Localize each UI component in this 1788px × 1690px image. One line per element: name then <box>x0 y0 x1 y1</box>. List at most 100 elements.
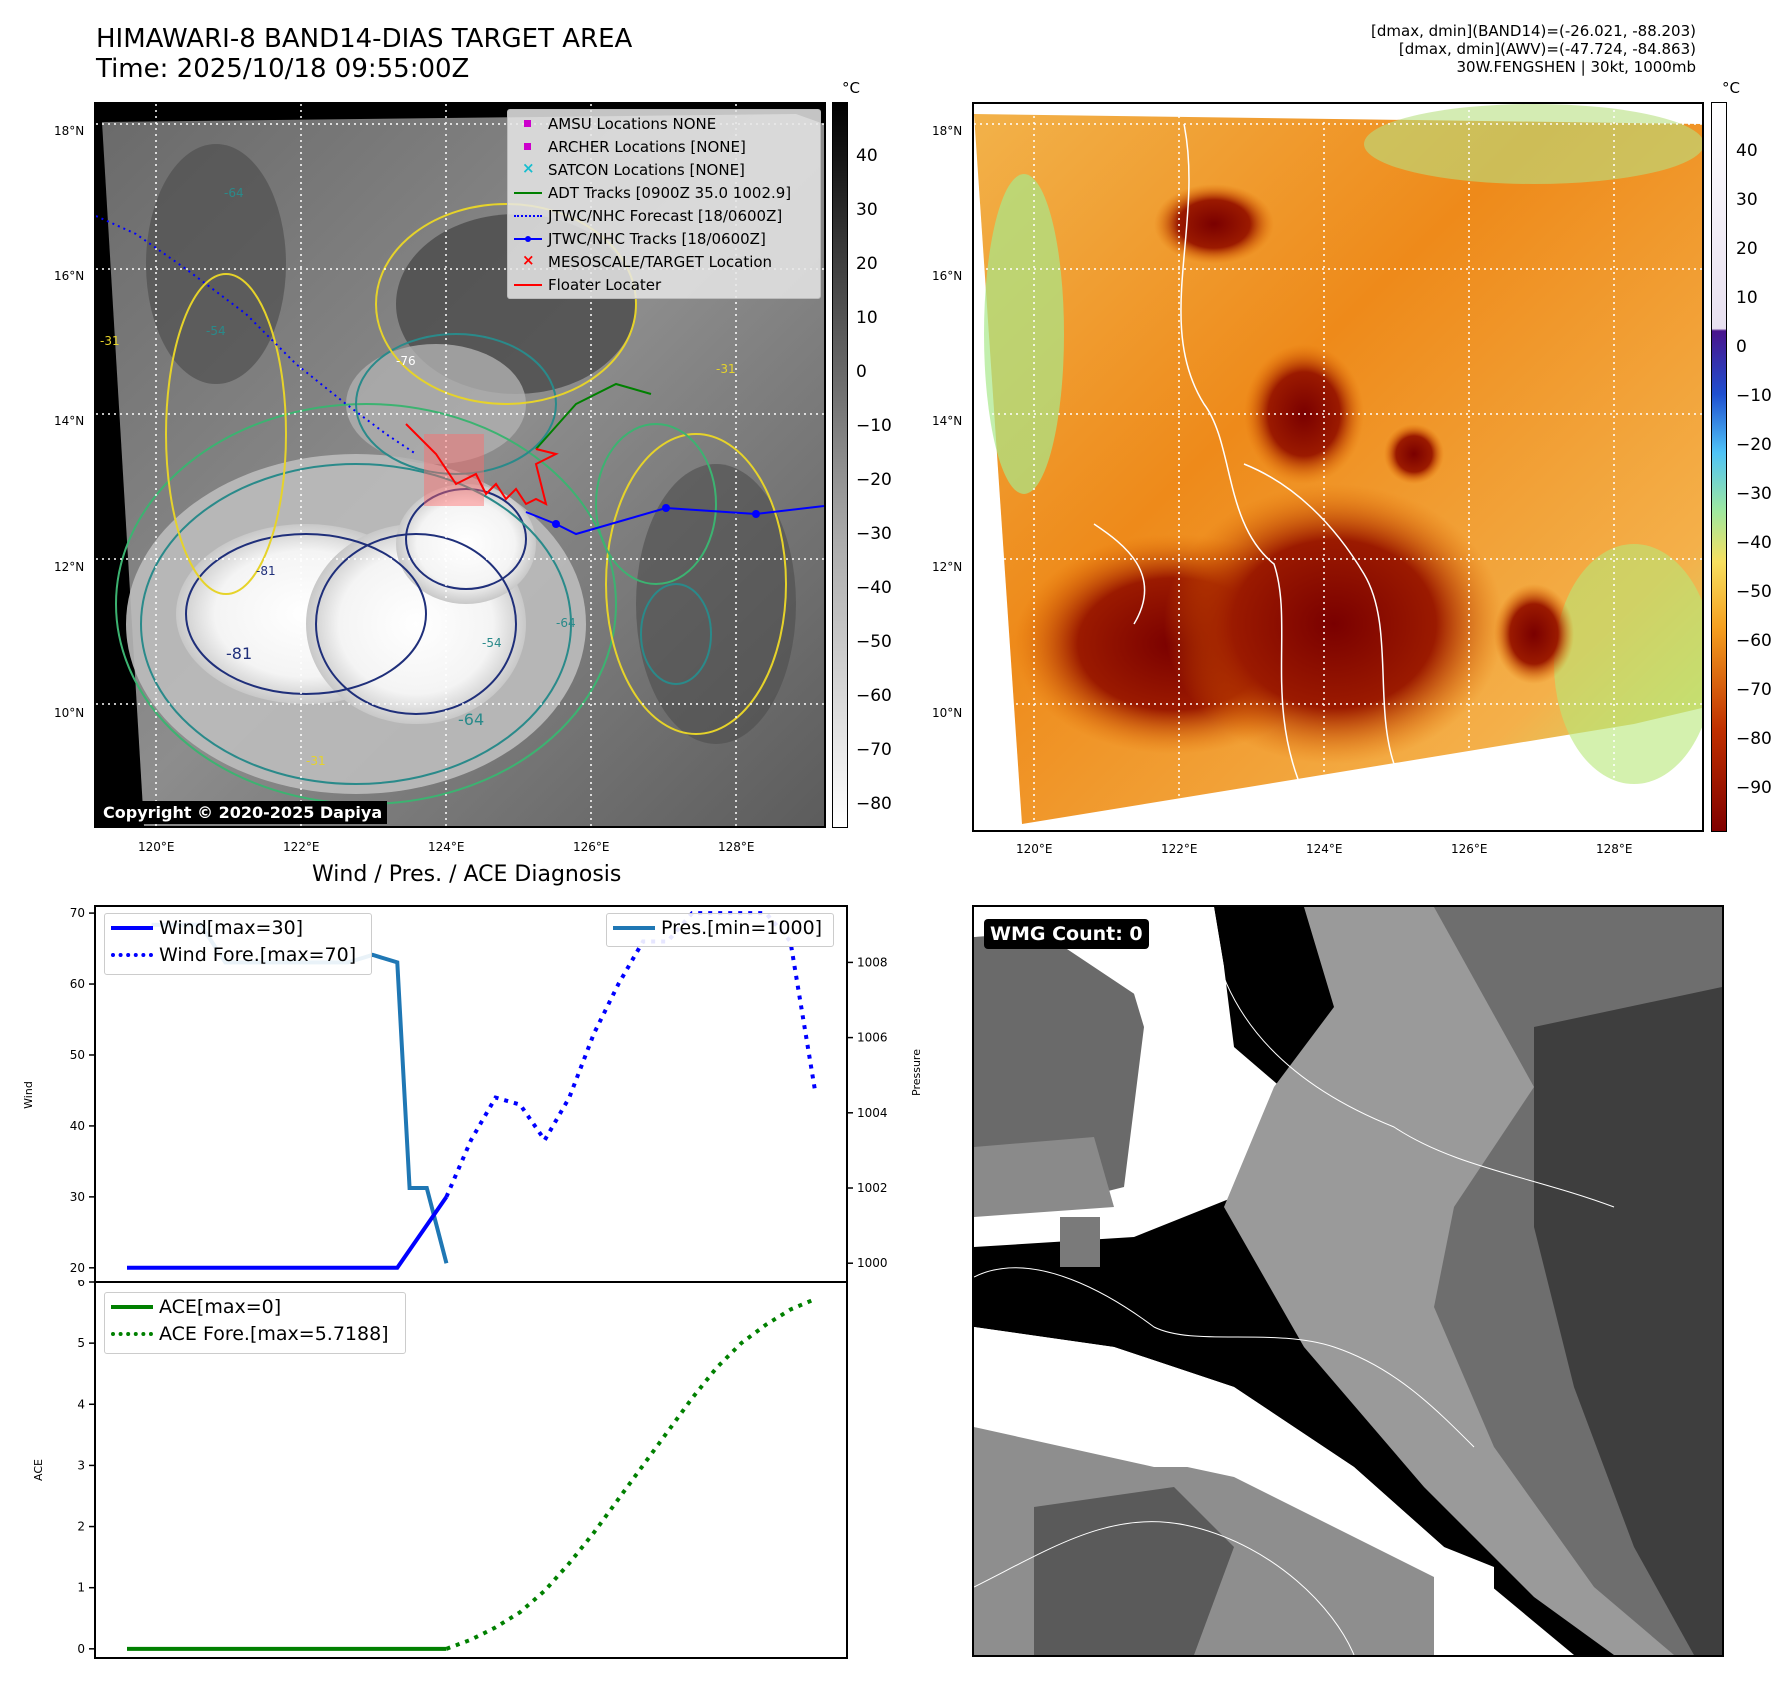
ace-legend: ACE[max=0] ACE Fore.[max=5.7188] <box>104 1292 406 1354</box>
legend-label: JTWC/NHC Tracks [18/0600Z] <box>548 229 766 248</box>
y-right-tick-label: 1002 <box>857 1181 888 1195</box>
lon-label: 124°E <box>1306 842 1343 856</box>
contour-label: -76 <box>396 354 416 368</box>
lon-label: 128°E <box>718 840 755 854</box>
colorbar-tick: −70 <box>856 740 892 760</box>
lat-label: 14°N <box>932 414 963 428</box>
y-right-tick-label: 1000 <box>857 1256 888 1270</box>
legend-label: ACE[max=0] <box>159 1295 282 1318</box>
legend-item-forecast: JTWC/NHC Forecast [18/0600Z] <box>508 204 820 227</box>
legend-label: Floater Locater <box>548 275 662 294</box>
y-tick-label: 70 <box>70 906 85 920</box>
lon-label: 126°E <box>1451 842 1488 856</box>
legend-item-tracks: JTWC/NHC Tracks [18/0600Z] <box>508 227 820 250</box>
legend-label: Pres.[min=1000] <box>661 916 823 939</box>
colorbar-tick: 30 <box>856 200 878 220</box>
lon-label: 122°E <box>1161 842 1198 856</box>
lat-label: 16°N <box>932 269 963 283</box>
lat-label: 10°N <box>54 706 85 720</box>
legend-label: MESOSCALE/TARGET Location <box>548 252 773 271</box>
lat-label: 14°N <box>54 414 85 428</box>
panel-title: HIMAWARI-8 BAND14-DIAS TARGET AREA Time:… <box>96 24 632 84</box>
stats-line3: 30W.FENGSHEN | 30kt, 1000mb <box>1456 58 1696 76</box>
colorbar-tick: −40 <box>856 578 892 598</box>
wind-legend: Wind[max=30] Wind Fore.[max=70] <box>104 913 372 975</box>
y-tick-label: 30 <box>70 1190 85 1204</box>
legend-label: ACE Fore.[max=5.7188] <box>159 1322 389 1345</box>
title-line1: HIMAWARI-8 BAND14-DIAS TARGET AREA <box>96 24 633 54</box>
legend-item-pressure: Pres.[min=1000] <box>607 914 833 941</box>
colorbar-tick: 0 <box>1736 337 1747 357</box>
colorbar-tick: −10 <box>1736 386 1772 406</box>
wmg-panel: WMG Count: 0 <box>972 905 1724 1657</box>
dotted-line-icon <box>508 204 548 227</box>
contour-label: -64 <box>556 616 576 630</box>
contour-label: -31 <box>716 362 736 376</box>
legend-item-ace-forecast: ACE Fore.[max=5.7188] <box>105 1320 405 1347</box>
stats-block: [dmax, dmin](BAND14)=(-26.021, -88.203) … <box>1371 22 1696 76</box>
legend-item-ace: ACE[max=0] <box>105 1293 405 1320</box>
colorbar-unit: °C <box>842 79 860 97</box>
lon-label: 126°E <box>573 840 610 854</box>
solid-line-icon <box>105 1293 159 1320</box>
colorbar-tick: −70 <box>1736 680 1772 700</box>
solid-line-icon <box>508 181 548 204</box>
lat-label: 10°N <box>932 706 963 720</box>
colorbar-tick: −80 <box>1736 729 1772 749</box>
awv-map-panel <box>972 102 1704 832</box>
colorbar-tick: −80 <box>856 794 892 814</box>
legend-label: Wind[max=30] <box>159 916 304 939</box>
legend-label: JTWC/NHC Forecast [18/0600Z] <box>548 206 783 225</box>
solid-line-icon <box>508 273 548 296</box>
colorbar-tick: −30 <box>1736 484 1772 504</box>
legend-label: ARCHER Locations [NONE] <box>548 137 746 156</box>
legend-item-wind-forecast: Wind Fore.[max=70] <box>105 941 371 968</box>
colorbar-unit: °C <box>1722 79 1740 97</box>
legend-label: AMSU Locations NONE <box>548 114 717 133</box>
colorbar-tick: 10 <box>856 308 878 328</box>
x-marker-icon: × <box>522 159 535 177</box>
dotted-line-icon <box>105 1320 159 1347</box>
legend-item-satcon: × SATCON Locations [NONE] <box>508 158 820 181</box>
legend-item-wind: Wind[max=30] <box>105 914 371 941</box>
wind-ylabel: Wind <box>22 1081 35 1109</box>
contour-label: -54 <box>206 324 226 338</box>
lat-label: 16°N <box>54 269 85 283</box>
legend-item-archer: ARCHER Locations [NONE] <box>508 135 820 158</box>
colorbar-tick: −60 <box>1736 631 1772 651</box>
ace-forecast-line <box>445 1297 816 1651</box>
stats-line2: [dmax, dmin](AWV)=(-47.724, -84.863) <box>1398 40 1696 58</box>
wind-chart-title: Wind / Pres. / ACE Diagnosis <box>312 862 622 887</box>
contour-label: -31 <box>100 334 120 348</box>
colorbar-tick: 20 <box>1736 239 1758 259</box>
y-right-tick-label: 1006 <box>857 1031 888 1045</box>
legend-item-amsu: AMSU Locations NONE <box>508 112 820 135</box>
colorbar-tick: 0 <box>856 362 867 382</box>
legend-label: ADT Tracks [0900Z 35.0 1002.9] <box>548 183 792 202</box>
y-tick-label: 5 <box>77 1336 85 1350</box>
contour-label: -31 <box>306 754 326 768</box>
y-tick-label: 6 <box>77 1280 85 1289</box>
contour-label: -81 <box>226 644 253 663</box>
legend-item-target: × MESOSCALE/TARGET Location <box>508 250 820 273</box>
colorbar-tick: −60 <box>856 686 892 706</box>
colorbar-tick: −30 <box>856 524 892 544</box>
stats-line1: [dmax, dmin](BAND14)=(-26.021, -88.203) <box>1371 22 1696 40</box>
wind-line <box>127 1195 449 1270</box>
square-marker-icon <box>508 135 548 158</box>
colorbar-tick: 30 <box>1736 190 1758 210</box>
line-dot-icon <box>508 227 548 250</box>
y-tick-label: 2 <box>77 1520 85 1534</box>
contour-label: -64 <box>224 186 244 200</box>
colorbar-tick: −20 <box>1736 435 1772 455</box>
wmg-count-badge: WMG Count: 0 <box>984 919 1149 949</box>
legend-label: Wind Fore.[max=70] <box>159 943 357 966</box>
lat-label: 12°N <box>932 560 963 574</box>
colorbar-tick: −90 <box>1736 778 1772 798</box>
y-right-tick-label: 1008 <box>857 955 888 969</box>
y-tick-label: 4 <box>77 1397 85 1411</box>
lon-label: 120°E <box>1016 842 1053 856</box>
lon-label: 124°E <box>428 840 465 854</box>
legend-item-floater: Floater Locater <box>508 273 820 296</box>
colorbar-tick: 10 <box>1736 288 1758 308</box>
